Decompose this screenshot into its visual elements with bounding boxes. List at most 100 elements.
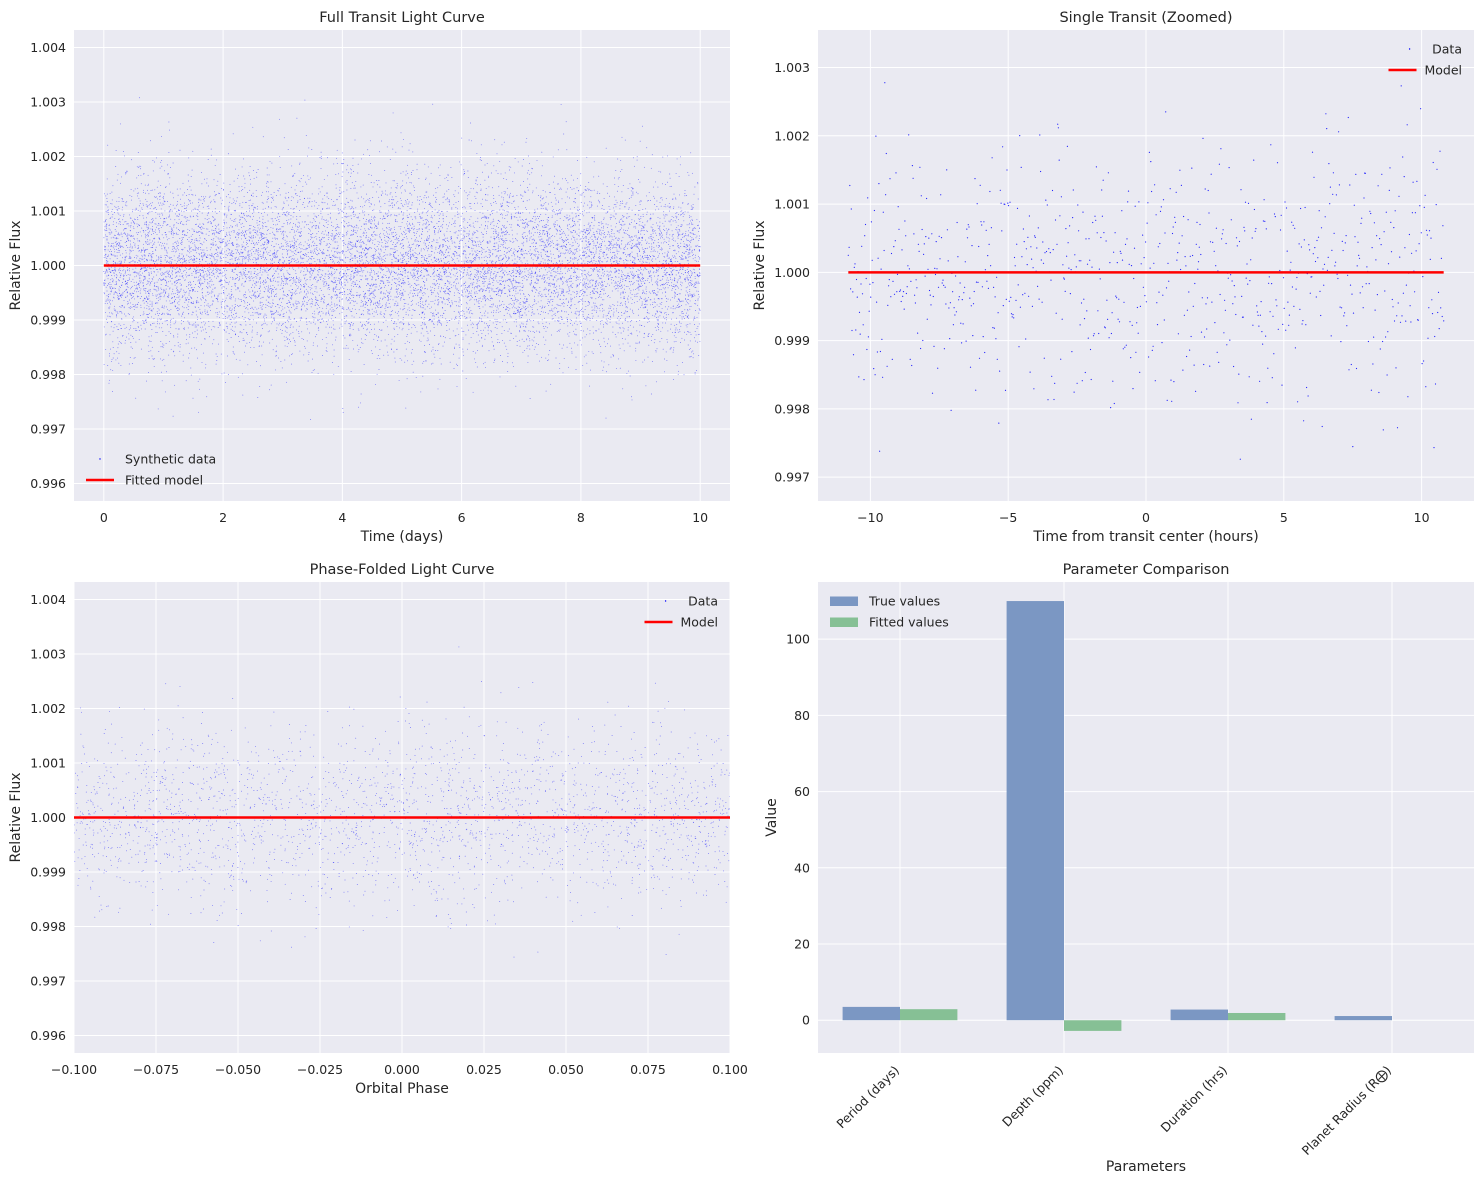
- data-point: [230, 319, 232, 321]
- data-point: [390, 228, 392, 230]
- data-point: [455, 317, 457, 319]
- data-point: [465, 257, 467, 259]
- data-point: [374, 244, 376, 245]
- data-point: [306, 268, 308, 270]
- data-point: [134, 276, 136, 278]
- data-point: [109, 286, 111, 288]
- data-point: [594, 309, 596, 311]
- data-point: [668, 313, 670, 315]
- data-point: [396, 239, 398, 241]
- data-point: [407, 164, 409, 166]
- data-point: [177, 267, 179, 269]
- data-point: [694, 303, 696, 305]
- data-point: [616, 251, 618, 253]
- data-point: [402, 262, 404, 263]
- data-point: [437, 319, 439, 321]
- data-point: [624, 302, 626, 304]
- data-point: [154, 282, 156, 284]
- data-point: [239, 305, 241, 307]
- data-point: [439, 184, 441, 186]
- data-point: [653, 249, 655, 251]
- data-point: [108, 301, 110, 303]
- data-point: [259, 227, 261, 229]
- data-point: [298, 279, 300, 281]
- data-point: [308, 147, 310, 149]
- data-point: [641, 238, 643, 240]
- data-point: [690, 232, 692, 234]
- data-point: [362, 206, 364, 208]
- data-point: [331, 271, 333, 273]
- data-point: [417, 260, 419, 262]
- data-point: [517, 256, 519, 258]
- data-point: [393, 256, 395, 258]
- data-point: [342, 240, 344, 242]
- data-point: [636, 320, 638, 322]
- data-point: [105, 195, 107, 197]
- data-point: [479, 340, 481, 342]
- data-point: [219, 269, 220, 271]
- data-point: [194, 239, 196, 241]
- data-point: [245, 297, 247, 299]
- data-point: [328, 207, 330, 209]
- data-point: [269, 233, 271, 235]
- data-point: [196, 299, 198, 301]
- data-point: [144, 222, 146, 224]
- data-point: [535, 281, 537, 283]
- data-point: [103, 271, 105, 272]
- data-point: [369, 293, 371, 295]
- data-point: [598, 339, 599, 341]
- data-point: [370, 301, 372, 302]
- data-point: [685, 324, 687, 326]
- data-point: [539, 295, 541, 297]
- data-point: [110, 266, 112, 268]
- data-point: [405, 253, 407, 255]
- data-point: [598, 328, 600, 330]
- data-point: [413, 243, 415, 245]
- data-point: [321, 310, 323, 312]
- data-point: [208, 277, 210, 279]
- data-point: [627, 329, 629, 331]
- data-point: [515, 293, 517, 295]
- data-point: [297, 281, 299, 283]
- data-point: [663, 260, 665, 261]
- data-point: [201, 232, 203, 234]
- data-point: [648, 282, 650, 284]
- data-point: [198, 231, 199, 233]
- data-point: [538, 323, 540, 325]
- data-point: [655, 232, 657, 234]
- data-point: [566, 237, 568, 239]
- data-point: [295, 241, 297, 243]
- data-point: [347, 246, 349, 248]
- data-point: [523, 292, 525, 294]
- data-point: [566, 284, 568, 286]
- data-point: [356, 192, 358, 194]
- data-point: [262, 218, 264, 220]
- data-point: [665, 322, 667, 324]
- data-point: [505, 293, 507, 294]
- data-point: [642, 261, 644, 263]
- data-point: [467, 309, 469, 311]
- data-point: [426, 260, 427, 262]
- data-point: [639, 203, 641, 205]
- data-point: [580, 279, 582, 281]
- data-point: [349, 243, 350, 245]
- data-point: [413, 273, 415, 275]
- data-point: [665, 263, 667, 265]
- data-point: [424, 259, 426, 261]
- data-point: [523, 232, 525, 234]
- data-point: [389, 298, 391, 300]
- data-point: [463, 234, 465, 236]
- data-point: [270, 181, 272, 183]
- data-point: [316, 207, 318, 209]
- data-point: [273, 317, 275, 319]
- data-point: [318, 225, 320, 227]
- data-point: [266, 233, 268, 235]
- data-point: [445, 245, 447, 246]
- data-point: [110, 316, 112, 318]
- data-point: [407, 172, 409, 174]
- data-point: [539, 239, 541, 241]
- data-point: [276, 281, 278, 283]
- data-point: [581, 289, 582, 291]
- data-point: [569, 243, 571, 245]
- data-point: [527, 355, 529, 357]
